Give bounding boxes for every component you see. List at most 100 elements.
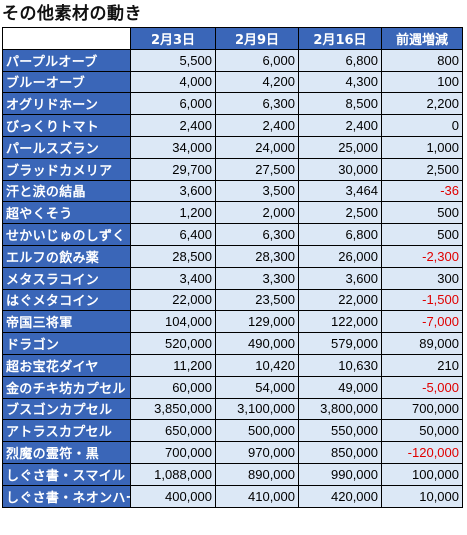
price-date-2-cell[interactable]: 27,500 bbox=[215, 157, 299, 181]
item-name-cell[interactable]: しぐさ書・ネオンハート bbox=[2, 484, 131, 508]
weekly-change-cell[interactable]: 0 bbox=[381, 114, 463, 137]
price-date-1-cell[interactable]: 520,000 bbox=[130, 332, 216, 355]
price-date-2-cell[interactable]: 890,000 bbox=[215, 462, 299, 486]
weekly-change-cell[interactable]: -7,000 bbox=[381, 310, 463, 334]
price-date-1-cell[interactable]: 3,400 bbox=[130, 266, 216, 290]
price-date-2-cell[interactable]: 3,300 bbox=[215, 266, 299, 290]
weekly-change-cell[interactable]: -120,000 bbox=[381, 441, 463, 464]
price-date-1-cell[interactable]: 22,000 bbox=[130, 288, 216, 312]
weekly-change-cell[interactable]: -5,000 bbox=[381, 375, 463, 399]
price-date-1-cell[interactable]: 400,000 bbox=[130, 484, 216, 508]
item-name-cell[interactable]: メタスラコイン bbox=[2, 266, 131, 290]
header-date-2[interactable]: 2月9日 bbox=[215, 27, 299, 50]
weekly-change-cell[interactable]: 2,200 bbox=[381, 92, 463, 116]
item-name-cell[interactable]: 金のチキ坊カプセル bbox=[2, 375, 131, 399]
price-date-3-cell[interactable]: 2,400 bbox=[298, 114, 382, 137]
price-date-3-cell[interactable]: 6,800 bbox=[298, 48, 382, 72]
price-date-3-cell[interactable]: 49,000 bbox=[298, 375, 382, 399]
price-date-3-cell[interactable]: 122,000 bbox=[298, 310, 382, 334]
weekly-change-cell[interactable]: 300 bbox=[381, 266, 463, 290]
price-date-3-cell[interactable]: 990,000 bbox=[298, 462, 382, 486]
price-date-3-cell[interactable]: 3,800,000 bbox=[298, 397, 382, 421]
price-date-1-cell[interactable]: 2,400 bbox=[130, 114, 216, 137]
weekly-change-cell[interactable]: 2,500 bbox=[381, 157, 463, 181]
price-date-1-cell[interactable]: 11,200 bbox=[130, 353, 216, 377]
price-date-3-cell[interactable]: 850,000 bbox=[298, 441, 382, 464]
price-date-3-cell[interactable]: 3,600 bbox=[298, 266, 382, 290]
item-name-cell[interactable]: びっくりトマト bbox=[2, 114, 131, 137]
price-date-3-cell[interactable]: 4,300 bbox=[298, 70, 382, 94]
price-date-1-cell[interactable]: 29,700 bbox=[130, 157, 216, 181]
weekly-change-cell[interactable]: 500 bbox=[381, 201, 463, 225]
item-name-cell[interactable]: ブスゴンカプセル bbox=[2, 397, 131, 421]
price-date-1-cell[interactable]: 6,000 bbox=[130, 92, 216, 116]
price-date-3-cell[interactable]: 579,000 bbox=[298, 332, 382, 355]
weekly-change-cell[interactable]: 100,000 bbox=[381, 462, 463, 486]
price-date-3-cell[interactable]: 25,000 bbox=[298, 135, 382, 159]
price-date-2-cell[interactable]: 500,000 bbox=[215, 419, 299, 443]
header-date-3[interactable]: 2月16日 bbox=[298, 27, 382, 50]
item-name-cell[interactable]: ドラゴン bbox=[2, 332, 131, 355]
price-date-2-cell[interactable]: 10,420 bbox=[215, 353, 299, 377]
price-date-1-cell[interactable]: 700,000 bbox=[130, 441, 216, 464]
price-date-2-cell[interactable]: 2,000 bbox=[215, 201, 299, 225]
item-name-cell[interactable]: 超やくそう bbox=[2, 201, 131, 225]
price-date-3-cell[interactable]: 2,500 bbox=[298, 201, 382, 225]
price-date-3-cell[interactable]: 26,000 bbox=[298, 244, 382, 268]
price-date-1-cell[interactable]: 34,000 bbox=[130, 135, 216, 159]
item-name-cell[interactable]: オグリドホーン bbox=[2, 92, 131, 116]
weekly-change-cell[interactable]: 50,000 bbox=[381, 419, 463, 443]
item-name-cell[interactable]: 超お宝花ダイヤ bbox=[2, 353, 131, 377]
price-date-1-cell[interactable]: 104,000 bbox=[130, 310, 216, 334]
price-date-2-cell[interactable]: 6,300 bbox=[215, 223, 299, 246]
price-date-1-cell[interactable]: 6,400 bbox=[130, 223, 216, 246]
weekly-change-cell[interactable]: 1,000 bbox=[381, 135, 463, 159]
price-date-3-cell[interactable]: 550,000 bbox=[298, 419, 382, 443]
price-date-2-cell[interactable]: 23,500 bbox=[215, 288, 299, 312]
item-name-cell[interactable]: パープルオーブ bbox=[2, 48, 131, 72]
item-name-cell[interactable]: 帝国三将軍 bbox=[2, 310, 131, 334]
price-date-1-cell[interactable]: 4,000 bbox=[130, 70, 216, 94]
price-date-3-cell[interactable]: 22,000 bbox=[298, 288, 382, 312]
weekly-change-cell[interactable]: -36 bbox=[381, 179, 463, 203]
item-name-cell[interactable]: ブルーオーブ bbox=[2, 70, 131, 94]
price-date-2-cell[interactable]: 129,000 bbox=[215, 310, 299, 334]
header-date-1[interactable]: 2月3日 bbox=[130, 27, 216, 50]
item-name-cell[interactable]: アトラスカプセル bbox=[2, 419, 131, 443]
item-name-cell[interactable]: パールスズラン bbox=[2, 135, 131, 159]
item-name-cell[interactable]: 汗と涙の結晶 bbox=[2, 179, 131, 203]
price-date-2-cell[interactable]: 3,100,000 bbox=[215, 397, 299, 421]
price-date-1-cell[interactable]: 3,600 bbox=[130, 179, 216, 203]
price-date-2-cell[interactable]: 970,000 bbox=[215, 441, 299, 464]
price-date-3-cell[interactable]: 10,630 bbox=[298, 353, 382, 377]
weekly-change-cell[interactable]: 10,000 bbox=[381, 484, 463, 508]
price-date-1-cell[interactable]: 1,088,000 bbox=[130, 462, 216, 486]
price-date-1-cell[interactable]: 60,000 bbox=[130, 375, 216, 399]
price-date-2-cell[interactable]: 490,000 bbox=[215, 332, 299, 355]
price-date-2-cell[interactable]: 410,000 bbox=[215, 484, 299, 508]
weekly-change-cell[interactable]: 210 bbox=[381, 353, 463, 377]
price-date-1-cell[interactable]: 650,000 bbox=[130, 419, 216, 443]
weekly-change-cell[interactable]: 500 bbox=[381, 223, 463, 246]
price-date-1-cell[interactable]: 28,500 bbox=[130, 244, 216, 268]
price-date-3-cell[interactable]: 8,500 bbox=[298, 92, 382, 116]
price-date-2-cell[interactable]: 6,000 bbox=[215, 48, 299, 72]
price-date-1-cell[interactable]: 5,500 bbox=[130, 48, 216, 72]
weekly-change-cell[interactable]: 100 bbox=[381, 70, 463, 94]
item-name-cell[interactable]: ブラッドカメリア bbox=[2, 157, 131, 181]
price-date-2-cell[interactable]: 24,000 bbox=[215, 135, 299, 159]
item-name-cell[interactable]: エルフの飲み薬 bbox=[2, 244, 131, 268]
weekly-change-cell[interactable]: 89,000 bbox=[381, 332, 463, 355]
price-date-2-cell[interactable]: 2,400 bbox=[215, 114, 299, 137]
weekly-change-cell[interactable]: 700,000 bbox=[381, 397, 463, 421]
price-date-2-cell[interactable]: 28,300 bbox=[215, 244, 299, 268]
price-date-2-cell[interactable]: 3,500 bbox=[215, 179, 299, 203]
price-date-3-cell[interactable]: 30,000 bbox=[298, 157, 382, 181]
price-date-3-cell[interactable]: 6,800 bbox=[298, 223, 382, 246]
header-weekly-change[interactable]: 前週増減 bbox=[381, 27, 463, 50]
weekly-change-cell[interactable]: -2,300 bbox=[381, 244, 463, 268]
weekly-change-cell[interactable]: -1,500 bbox=[381, 288, 463, 312]
item-name-cell[interactable]: 烈魔の霊符・黒 bbox=[2, 441, 131, 464]
price-date-1-cell[interactable]: 3,850,000 bbox=[130, 397, 216, 421]
weekly-change-cell[interactable]: 800 bbox=[381, 48, 463, 72]
